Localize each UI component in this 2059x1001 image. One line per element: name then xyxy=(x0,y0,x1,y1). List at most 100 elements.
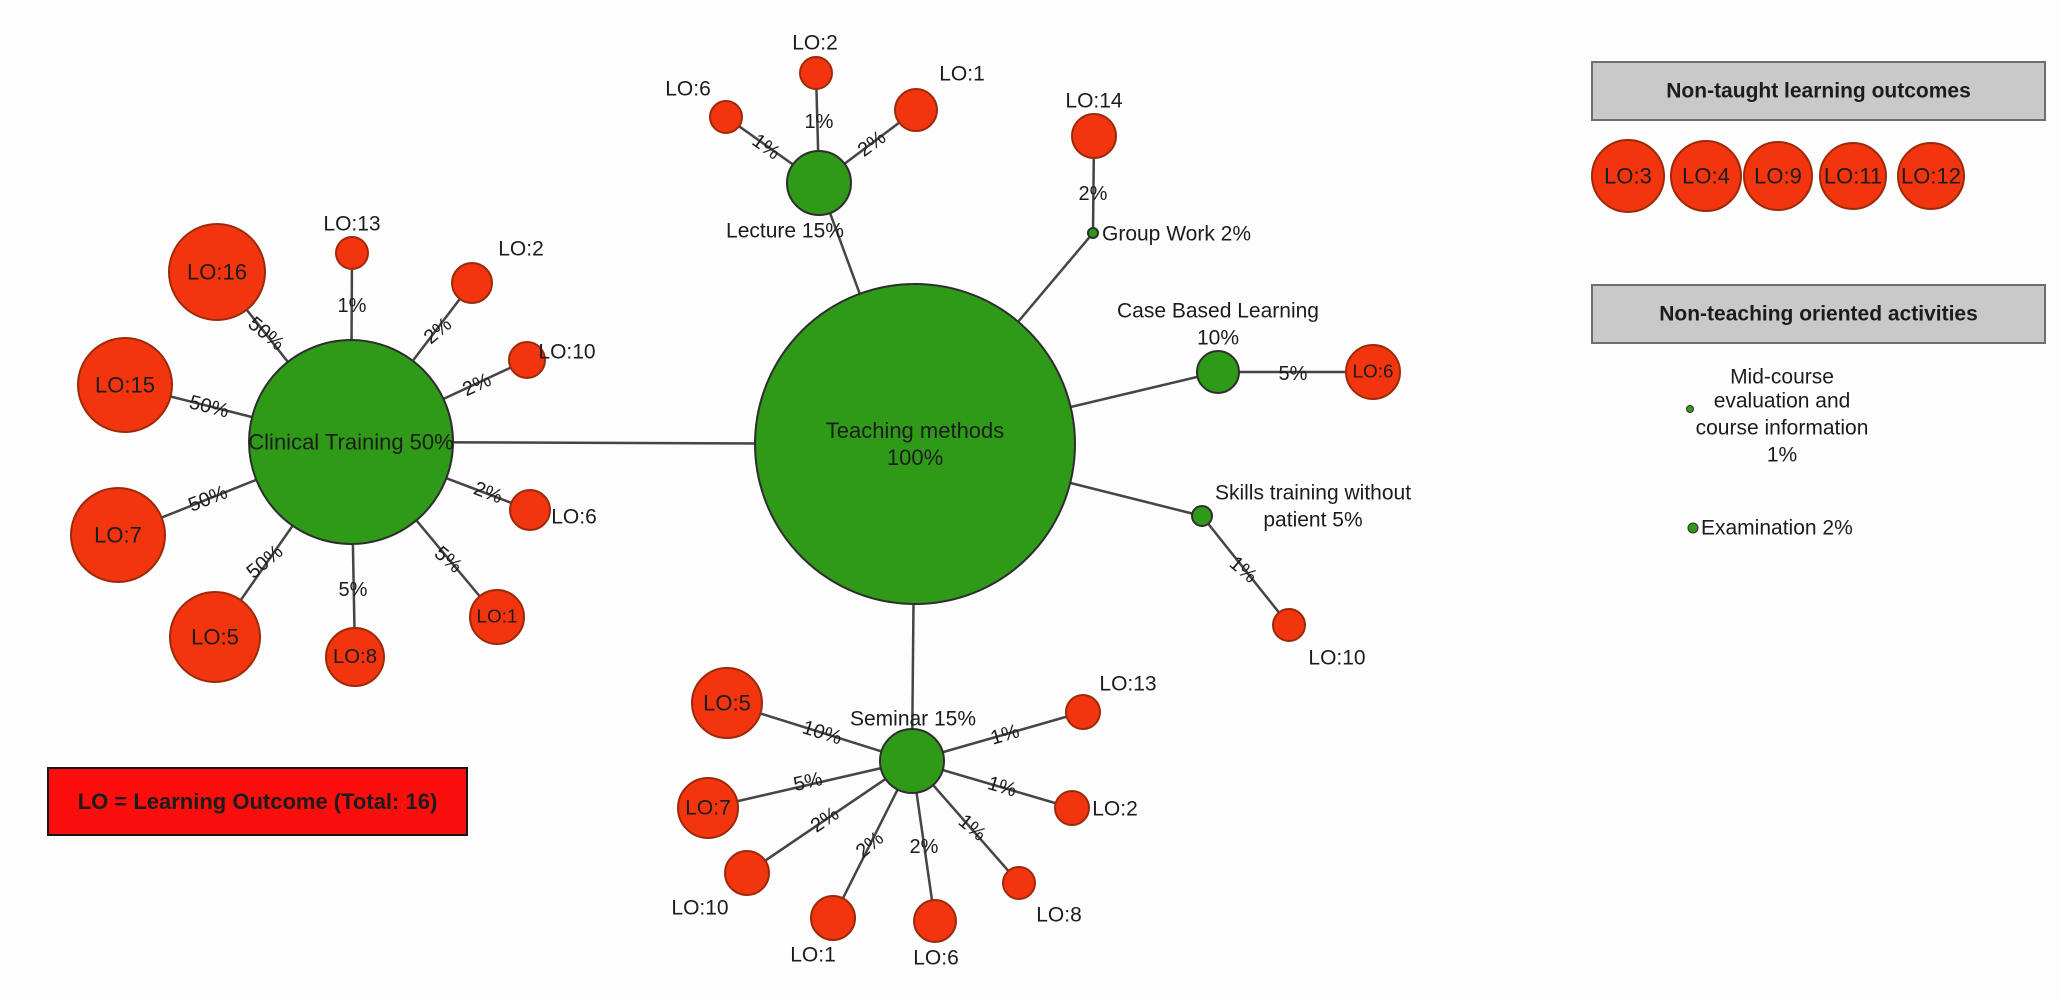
node-lecture-lo6 xyxy=(709,100,743,134)
node-legend-lo9 xyxy=(1743,141,1813,211)
node-lecture xyxy=(786,150,852,216)
non-taught-header: Non-taught learning outcomes xyxy=(1591,61,2046,121)
node-label-clinical-lo1: LO:1 xyxy=(477,607,518,628)
node-label-groupwork-lo14: LO:14 xyxy=(1065,90,1123,113)
mid-course-note-dot-icon xyxy=(1686,405,1694,413)
node-label-skills-training: patient 5% xyxy=(1263,509,1362,532)
edge-label-clinical-training-clinical-lo16: 50% xyxy=(244,313,289,356)
node-label-seminar-lo7: LO:7 xyxy=(685,797,731,820)
node-label-seminar-lo6: LO:6 xyxy=(913,947,959,970)
node-seminar-lo1 xyxy=(810,895,856,941)
node-clinical-lo2 xyxy=(451,262,493,304)
node-clinical-lo10 xyxy=(508,341,546,379)
examination-note-text: Examination 2% xyxy=(1701,517,1853,540)
edge-label-clinical-training-clinical-lo6: 2% xyxy=(471,478,506,509)
labels-layer: 1%1%2%2%5%1%50%1%2%2%50%50% 2%50% 5%5%10%5… xyxy=(94,32,1961,970)
node-seminar-lo7 xyxy=(677,777,739,839)
edge-label-clinical-training-clinical-lo7: 50% xyxy=(185,481,231,516)
node-label-legend-lo11: LO:11 xyxy=(1824,164,1882,189)
node-cbl-lo6 xyxy=(1345,344,1401,400)
node-seminar-lo10 xyxy=(724,850,770,896)
key-box-rect xyxy=(47,767,468,836)
node-label-clinical-lo10: LO:10 xyxy=(538,341,595,364)
node-label-clinical-lo15: LO:15 xyxy=(95,373,155,398)
edge-label-seminar-seminar-lo7: 5% xyxy=(791,768,824,796)
node-label-clinical-training: Clinical Training 50% xyxy=(248,430,453,455)
edge-label-clinical-training-clinical-lo5: 50% xyxy=(243,541,288,584)
mid-course-note-text: 1% xyxy=(1767,444,1797,467)
nodes-layer xyxy=(70,56,1965,943)
node-lecture-lo2 xyxy=(799,56,833,90)
node-label-clinical-lo6: LO:6 xyxy=(551,506,597,529)
edge-label-seminar-seminar-lo10: 2% xyxy=(807,803,843,838)
edge-label-seminar-seminar-lo6: 2% xyxy=(910,836,939,858)
node-label-teaching-methods: 100% xyxy=(887,445,943,470)
node-label-lecture-lo2: LO:2 xyxy=(792,32,838,55)
node-label-skills-training: Skills training without xyxy=(1215,482,1411,505)
node-label-legend-lo3: LO:3 xyxy=(1604,164,1652,189)
edge-label-lecture-lecture-lo2: 1% xyxy=(805,111,834,133)
node-label-case-based-learning: Case Based Learning xyxy=(1117,300,1319,323)
edge-label-seminar-seminar-lo13: 1% xyxy=(988,720,1022,749)
node-label-legend-lo12: LO:12 xyxy=(1901,164,1961,189)
node-skills-training xyxy=(1191,505,1213,527)
node-case-based-learning xyxy=(1196,350,1240,394)
node-label-seminar: Seminar 15% xyxy=(850,708,976,731)
non-taught-header-label: Non-taught learning outcomes xyxy=(1666,80,1971,103)
node-groupwork-lo14 xyxy=(1071,113,1117,159)
examination-note: Examination 2% xyxy=(1687,517,1853,540)
node-clinical-lo8 xyxy=(325,627,385,687)
node-label-clinical-lo7: LO:7 xyxy=(94,523,142,548)
node-label-clinical-lo5: LO:5 xyxy=(191,625,239,650)
node-label-teaching-methods: Teaching methods xyxy=(826,418,1005,443)
node-label-clinical-lo16: LO:16 xyxy=(187,260,247,285)
node-label-lecture: Lecture 15% xyxy=(726,220,844,243)
mid-course-note-text: Mid-course xyxy=(1730,366,1834,389)
node-clinical-lo15 xyxy=(77,337,173,433)
node-lecture-lo1 xyxy=(894,88,938,132)
non-teaching-header: Non-teaching oriented activities xyxy=(1591,284,2046,344)
node-label-skills-lo10: LO:10 xyxy=(1308,647,1365,670)
edge-label-clinical-training-clinical-lo8: 5% xyxy=(339,579,368,601)
node-group-work xyxy=(1087,227,1099,239)
node-label-legend-lo9: LO:9 xyxy=(1754,164,1802,189)
edge-skills-training-skills-lo10 xyxy=(1201,515,1290,626)
edge-label-clinical-training-clinical-lo15: 50% xyxy=(187,391,231,422)
node-clinical-lo16 xyxy=(168,223,266,321)
mid-course-note-text: course information xyxy=(1696,417,1869,440)
node-clinical-lo1 xyxy=(469,589,525,645)
edge-label-group-work-groupwork-lo14: 2% xyxy=(1079,183,1108,205)
node-label-group-work: Group Work 2% xyxy=(1102,223,1251,246)
examination-note-dot-icon xyxy=(1687,522,1699,534)
node-label-seminar-lo1: LO:1 xyxy=(790,944,836,967)
edge-label-seminar-seminar-lo1: 2% xyxy=(852,827,888,863)
node-legend-lo11 xyxy=(1819,142,1887,210)
node-label-cbl-lo6: LO:6 xyxy=(1353,362,1394,383)
node-label-lecture-lo1: LO:1 xyxy=(939,63,985,86)
node-seminar-lo5 xyxy=(691,667,763,739)
node-label-seminar-lo8: LO:8 xyxy=(1036,904,1082,927)
node-legend-lo12 xyxy=(1897,142,1965,210)
non-teaching-header-rect xyxy=(1591,284,2046,344)
edge-label-case-based-learning-cbl-lo6: 5% xyxy=(1279,363,1308,385)
node-label-seminar-lo5: LO:5 xyxy=(703,691,751,716)
edge-seminar-seminar-lo7 xyxy=(707,759,913,810)
node-seminar-lo8 xyxy=(1002,866,1036,900)
node-clinical-training xyxy=(248,339,454,545)
node-label-lecture-lo6: LO:6 xyxy=(665,78,711,101)
node-label-seminar-lo13: LO:13 xyxy=(1099,673,1156,696)
mid-course-note-text: evaluation and xyxy=(1714,390,1851,413)
node-seminar-lo2 xyxy=(1054,790,1090,826)
node-label-legend-lo4: LO:4 xyxy=(1682,164,1730,189)
key-box: LO = Learning Outcome (Total: 16) xyxy=(47,767,468,836)
node-label-clinical-lo2: LO:2 xyxy=(498,238,544,261)
node-label-seminar-lo10: LO:10 xyxy=(671,897,728,920)
node-legend-lo3 xyxy=(1591,139,1665,213)
key-box-label: LO = Learning Outcome (Total: 16) xyxy=(78,789,438,814)
edge-seminar-seminar-lo10 xyxy=(746,759,913,875)
node-label-seminar-lo2: LO:2 xyxy=(1092,798,1138,821)
node-label-clinical-lo8: LO:8 xyxy=(333,646,377,668)
node-seminar xyxy=(879,728,945,794)
